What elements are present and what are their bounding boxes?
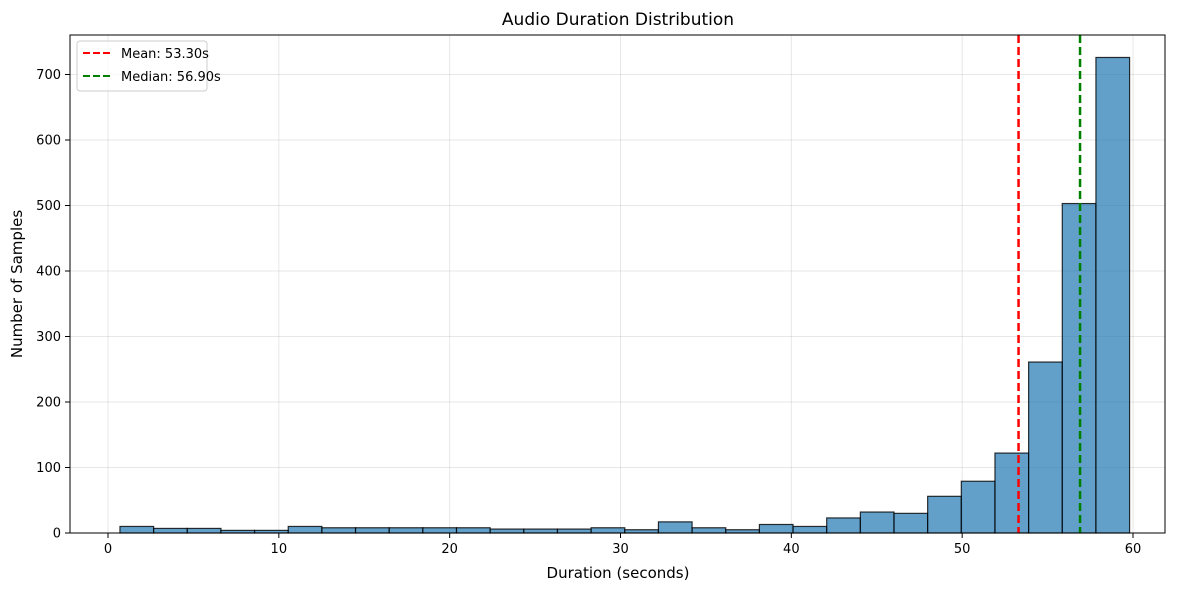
histogram-bar — [826, 517, 861, 534]
histogram-bar — [388, 527, 424, 534]
histogram-bar — [960, 480, 996, 534]
histogram-bar — [1028, 361, 1063, 534]
plot-frame — [69, 34, 1166, 534]
histogram-bar — [758, 523, 794, 534]
histogram-bar — [153, 527, 188, 534]
histogram-bar — [1095, 56, 1131, 534]
x-tick-label: 50 — [954, 542, 971, 557]
histogram-bar — [523, 528, 559, 534]
histogram-bar — [927, 495, 962, 534]
y-tick-label: 0 — [53, 527, 61, 542]
histogram-bar — [186, 527, 222, 534]
histogram-bar — [590, 527, 626, 534]
histogram-bar — [321, 527, 357, 534]
y-tick-label: 200 — [36, 396, 61, 411]
histogram-bar — [455, 527, 491, 534]
y-tick-label: 700 — [36, 68, 61, 83]
histogram-bar — [287, 525, 323, 534]
legend: Mean: 53.30s Median: 56.90s — [76, 40, 221, 92]
y-tick-label: 600 — [36, 134, 61, 149]
chart-title: Audio Duration Distribution — [502, 10, 734, 30]
legend-label-median: Median: 56.90s — [121, 70, 221, 85]
reference-lines — [1017, 35, 1082, 533]
x-axis-label: Duration (seconds) — [547, 564, 690, 582]
histogram-bar — [354, 527, 390, 534]
histogram-bar — [859, 511, 895, 534]
histogram-bar — [556, 528, 592, 534]
x-tick-label: 40 — [783, 542, 800, 557]
y-tick-label: 500 — [36, 199, 61, 214]
histogram-bar — [489, 528, 525, 534]
x-tick-label: 60 — [1125, 542, 1142, 557]
y-axis-ticks: 0 100 200 300 400 500 600 700 — [36, 68, 70, 542]
grid-lines — [70, 35, 1165, 534]
y-tick-label: 100 — [36, 461, 61, 476]
histogram-bar — [994, 452, 1030, 534]
histogram-bar — [657, 521, 693, 534]
histogram-bar — [792, 525, 828, 534]
x-tick-label: 20 — [441, 542, 458, 557]
y-axis-label: Number of Samples — [8, 210, 26, 358]
histogram-bar — [422, 527, 458, 534]
y-tick-label: 400 — [36, 265, 61, 280]
x-axis-ticks: 0 10 20 30 40 50 60 — [104, 533, 1141, 557]
x-tick-label: 0 — [104, 542, 112, 557]
x-tick-label: 30 — [612, 542, 629, 557]
histogram-bars — [119, 56, 1131, 534]
histogram-bar — [691, 527, 727, 534]
y-tick-label: 300 — [36, 330, 61, 345]
histogram-bar — [893, 512, 929, 534]
legend-label-mean: Mean: 53.30s — [121, 47, 209, 62]
x-tick-label: 10 — [271, 542, 288, 557]
histogram-bar — [119, 525, 155, 534]
